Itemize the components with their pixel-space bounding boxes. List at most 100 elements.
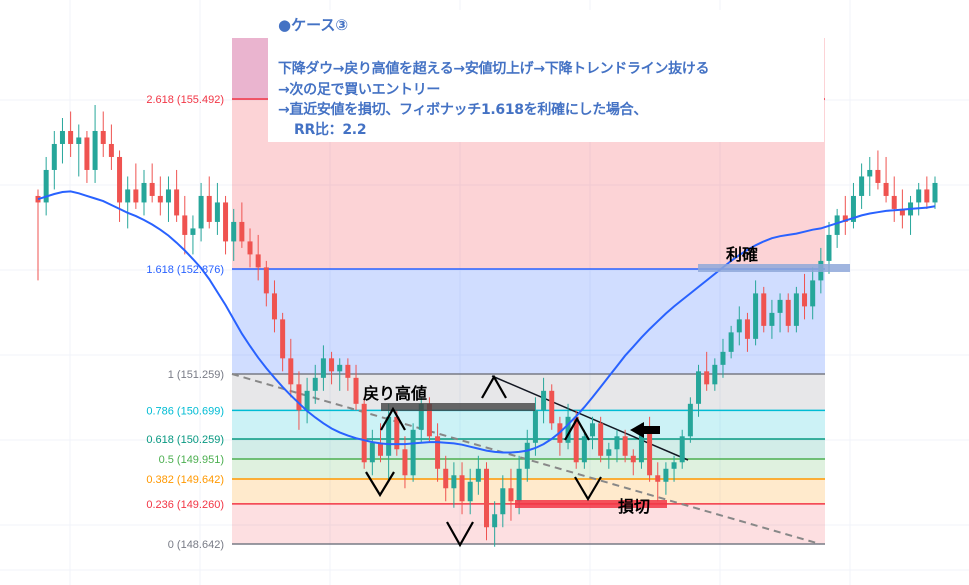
- candle-body: [500, 488, 506, 515]
- candle-body: [777, 299, 783, 313]
- candle-body: [76, 137, 82, 144]
- candle-body: [679, 436, 685, 463]
- fib-zone: [232, 38, 268, 100]
- candle-body: [932, 182, 938, 203]
- candle-body: [785, 299, 791, 326]
- resistance-bar: [381, 403, 535, 411]
- candle-body: [524, 442, 530, 469]
- candle-body: [581, 436, 587, 463]
- candle-body: [198, 195, 204, 229]
- fib-label: 2.618 (155.492): [146, 94, 224, 106]
- candle-body: [614, 436, 620, 450]
- candle-body: [84, 137, 90, 170]
- trough-marker: [574, 476, 602, 502]
- chart-marks: [365, 264, 850, 548]
- candle-body: [92, 130, 98, 170]
- candle-body: [606, 449, 612, 456]
- candle-body: [549, 390, 555, 424]
- fib-label: 1 (151.259): [168, 369, 224, 381]
- candle-body: [753, 293, 759, 339]
- trough-marker: [446, 521, 474, 548]
- candle-body: [51, 143, 57, 170]
- candle-body: [165, 189, 171, 203]
- candle-body: [255, 254, 261, 268]
- candle-body: [223, 202, 229, 242]
- down-trendline: [491, 375, 689, 461]
- fib-label: 0.618 (150.259): [146, 434, 224, 446]
- candle-body: [402, 449, 408, 476]
- candle-body: [231, 221, 237, 242]
- candle-body: [834, 215, 840, 235]
- note-line-2: →次の足で買いエントリー: [278, 82, 441, 98]
- candle-body: [214, 202, 220, 222]
- candle-body: [451, 475, 457, 489]
- candle-body: [541, 390, 547, 411]
- candle-body: [850, 195, 856, 222]
- candle-body: [337, 364, 343, 372]
- fib-label: 0.382 (149.642): [146, 474, 224, 486]
- candle-body: [296, 384, 302, 411]
- candle-body: [467, 481, 473, 502]
- candle-body: [655, 475, 661, 482]
- candle-body: [736, 319, 742, 333]
- candle-body: [459, 475, 465, 502]
- candle-body: [312, 377, 318, 391]
- candle-body: [133, 189, 139, 203]
- candle-body: [394, 416, 400, 450]
- candle-body: [263, 267, 269, 294]
- candle-body: [386, 416, 392, 456]
- candle-body: [883, 182, 889, 196]
- candle-body: [43, 169, 49, 203]
- candle-body: [435, 436, 441, 469]
- candle-body: [647, 429, 653, 476]
- note-line-4: RR比：2.2: [294, 122, 367, 138]
- candle-body: [377, 442, 383, 456]
- candle-body: [206, 195, 212, 222]
- candle-body: [280, 319, 286, 359]
- candle-body: [720, 351, 726, 365]
- annotation-modori-takane: 戻り高値: [363, 384, 428, 403]
- fib-label: 0.786 (150.699): [146, 405, 224, 417]
- candle-body: [329, 358, 335, 372]
- candle-body: [353, 377, 359, 404]
- fib-label: 0.236 (149.260): [146, 499, 224, 511]
- candle-body: [141, 182, 147, 203]
- candle-body: [712, 364, 718, 385]
- candle-body: [239, 221, 245, 242]
- stop-loss-bar: [515, 500, 667, 508]
- candle-body: [426, 403, 432, 437]
- peak-marker: [481, 374, 507, 399]
- trough-marker: [365, 471, 395, 498]
- candle-body: [125, 189, 131, 203]
- candle-body: [100, 130, 106, 144]
- candle-body: [728, 332, 734, 352]
- candle-body: [598, 423, 604, 456]
- candle-body: [484, 468, 489, 528]
- candle-body: [288, 358, 294, 385]
- fib-label: 0.5 (149.951): [159, 454, 224, 466]
- candle-body: [802, 293, 808, 307]
- candle-body: [117, 156, 123, 203]
- candle-body: [867, 169, 873, 177]
- candle-body: [663, 468, 669, 482]
- entry-arrow-icon: [630, 422, 660, 438]
- candle-body: [769, 312, 775, 326]
- candle-body: [810, 280, 816, 307]
- candle-body: [59, 130, 65, 144]
- candle-body: [875, 169, 881, 183]
- candle-body: [899, 208, 905, 216]
- fib-zone: [232, 479, 825, 504]
- candle-body: [369, 442, 375, 463]
- candle-body: [916, 189, 922, 203]
- candle-body: [68, 130, 74, 144]
- annotation-songiri: 損切: [618, 497, 651, 516]
- candle-body: [622, 436, 628, 456]
- candle-body: [361, 403, 367, 463]
- candle-body: [174, 189, 180, 216]
- fib-label: 0 (148.642): [168, 539, 224, 551]
- candle-body: [590, 423, 596, 437]
- candle-body: [320, 358, 326, 378]
- moving-average: [37, 190, 936, 454]
- candle-body: [532, 410, 538, 443]
- peak-marker: [564, 416, 590, 441]
